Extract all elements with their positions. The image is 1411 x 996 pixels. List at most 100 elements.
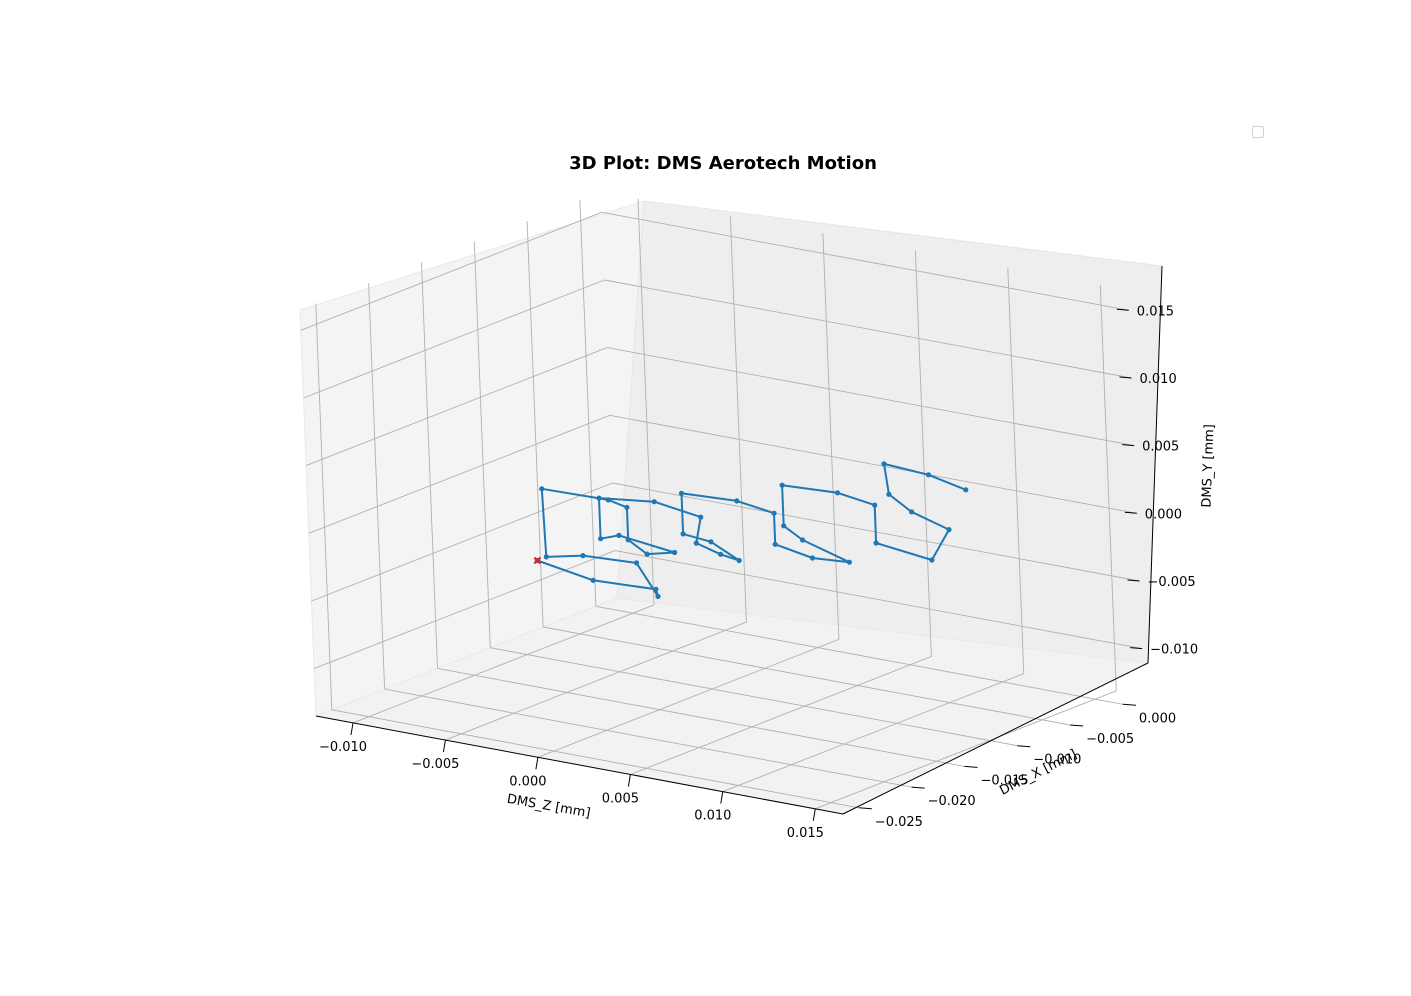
- y-gridline-left: [421, 262, 438, 669]
- z-tick-mark: [1130, 647, 1143, 650]
- data-point: [651, 499, 657, 505]
- z-tick-label: −0.005: [1148, 575, 1196, 590]
- data-point: [698, 514, 704, 520]
- y-gridline-left: [315, 303, 333, 710]
- y-tick-mark: [964, 765, 978, 768]
- y-tick-mark: [1122, 703, 1136, 706]
- x-gridline-floor: [722, 673, 1024, 793]
- x-tick-label: 0.000: [509, 774, 546, 789]
- x-tick-mark: [812, 808, 816, 821]
- data-point: [925, 472, 932, 478]
- data-point: [929, 557, 935, 563]
- data-point: [736, 557, 742, 564]
- series-line: [536, 462, 967, 598]
- data-point: [543, 554, 549, 560]
- y-gridline-floor: [543, 626, 1071, 726]
- y-gridline-left: [526, 220, 544, 628]
- chart-title: 3D Plot: DMS Aerotech Motion: [569, 153, 877, 174]
- y-tick-label: −0.025: [875, 815, 923, 830]
- z-gridline-left: [311, 482, 613, 602]
- data-point: [708, 539, 714, 545]
- data-point: [590, 577, 596, 583]
- x-tick-mark: [442, 740, 446, 753]
- data-point: [718, 551, 724, 557]
- axes-panes: [299, 200, 1163, 815]
- grid-lines: [300, 198, 1143, 810]
- axis-lines: [315, 265, 1163, 815]
- x-tick-label: 0.015: [787, 826, 824, 841]
- data-point: [624, 504, 630, 510]
- data-point: [734, 498, 740, 504]
- x-gridline-back: [637, 198, 655, 605]
- data-point: [596, 495, 602, 501]
- data-point: [800, 537, 806, 543]
- z-gridline-left: [300, 211, 602, 331]
- data-point: [881, 461, 887, 467]
- y-gridline-floor: [331, 709, 859, 809]
- y-tick-mark: [1070, 724, 1084, 727]
- z-tick-label: 0.010: [1140, 372, 1177, 387]
- z-gridline-back: [601, 211, 1129, 311]
- data-point: [886, 491, 892, 497]
- data-point: [693, 540, 699, 546]
- data-point: [873, 540, 879, 546]
- x-gridline-floor: [445, 621, 747, 741]
- data-point: [580, 553, 586, 559]
- y-gridline-floor: [384, 688, 912, 788]
- y-gridline-left: [368, 283, 386, 690]
- z-tick-mark: [1122, 444, 1135, 447]
- y-gridline-left: [579, 200, 597, 607]
- y-tick-mark: [911, 786, 925, 789]
- y-tick-mark: [1017, 745, 1031, 748]
- data-point: [655, 593, 661, 600]
- data-point: [834, 490, 841, 496]
- x-gridline-back: [1099, 284, 1117, 691]
- y-gridline-floor: [595, 605, 1123, 705]
- z-tick-label: 0.015: [1137, 304, 1174, 319]
- x-tick-mark: [350, 722, 354, 735]
- x-gridline-back: [822, 233, 840, 640]
- data-point: [644, 551, 650, 557]
- x-axis-line: [315, 715, 844, 815]
- data-point: [653, 586, 659, 592]
- x-tick-mark: [535, 757, 539, 770]
- x-gridline-back: [729, 216, 747, 623]
- z-gridline-back: [607, 347, 1135, 447]
- data-point: [616, 532, 622, 539]
- y-tick-label: −0.005: [1086, 732, 1134, 747]
- axis-ticks: −0.010 −0.005 0.000 0.005 0.010 0.015 −0.025 −0…: [319, 304, 1198, 841]
- x-gridline-back: [914, 250, 932, 657]
- data-point: [872, 502, 878, 508]
- x-gridline-floor: [630, 656, 932, 775]
- y-tick-label: −0.020: [928, 794, 976, 809]
- data-point: [678, 490, 685, 496]
- x-tick-label: 0.010: [694, 809, 731, 824]
- z-gridline-back: [609, 414, 1137, 514]
- y-tick-label: 0.000: [1139, 711, 1176, 726]
- x-tick-label: 0.005: [602, 792, 639, 807]
- y-axis-line: [842, 662, 1149, 815]
- z-tick-mark: [1119, 376, 1132, 379]
- data-point: [772, 541, 778, 547]
- series-layer: [533, 461, 969, 600]
- start-marker-stroke: [533, 556, 542, 565]
- data-point: [963, 487, 969, 493]
- x-gridline-back: [1007, 267, 1025, 674]
- z-tick-label: 0.000: [1145, 507, 1182, 522]
- x-axis-label: DMS_Z [mm]: [506, 792, 592, 821]
- z-axis-line: [1147, 265, 1163, 664]
- data-point: [771, 510, 777, 516]
- data-point: [909, 509, 915, 515]
- data-point: [781, 523, 787, 529]
- z-gridline-left: [308, 414, 610, 534]
- z-tick-label: −0.010: [1150, 643, 1198, 658]
- y-tick-mark: [858, 807, 872, 810]
- y-tick-label: −0.010: [1033, 753, 1081, 768]
- data-point: [605, 497, 611, 503]
- z-gridline-back: [615, 550, 1143, 650]
- x-gridline-floor: [352, 604, 655, 724]
- y-tick-label: −0.015: [981, 773, 1029, 788]
- x-tick-label: −0.010: [319, 740, 367, 755]
- data-point: [625, 537, 631, 543]
- z-gridline-back: [604, 279, 1132, 379]
